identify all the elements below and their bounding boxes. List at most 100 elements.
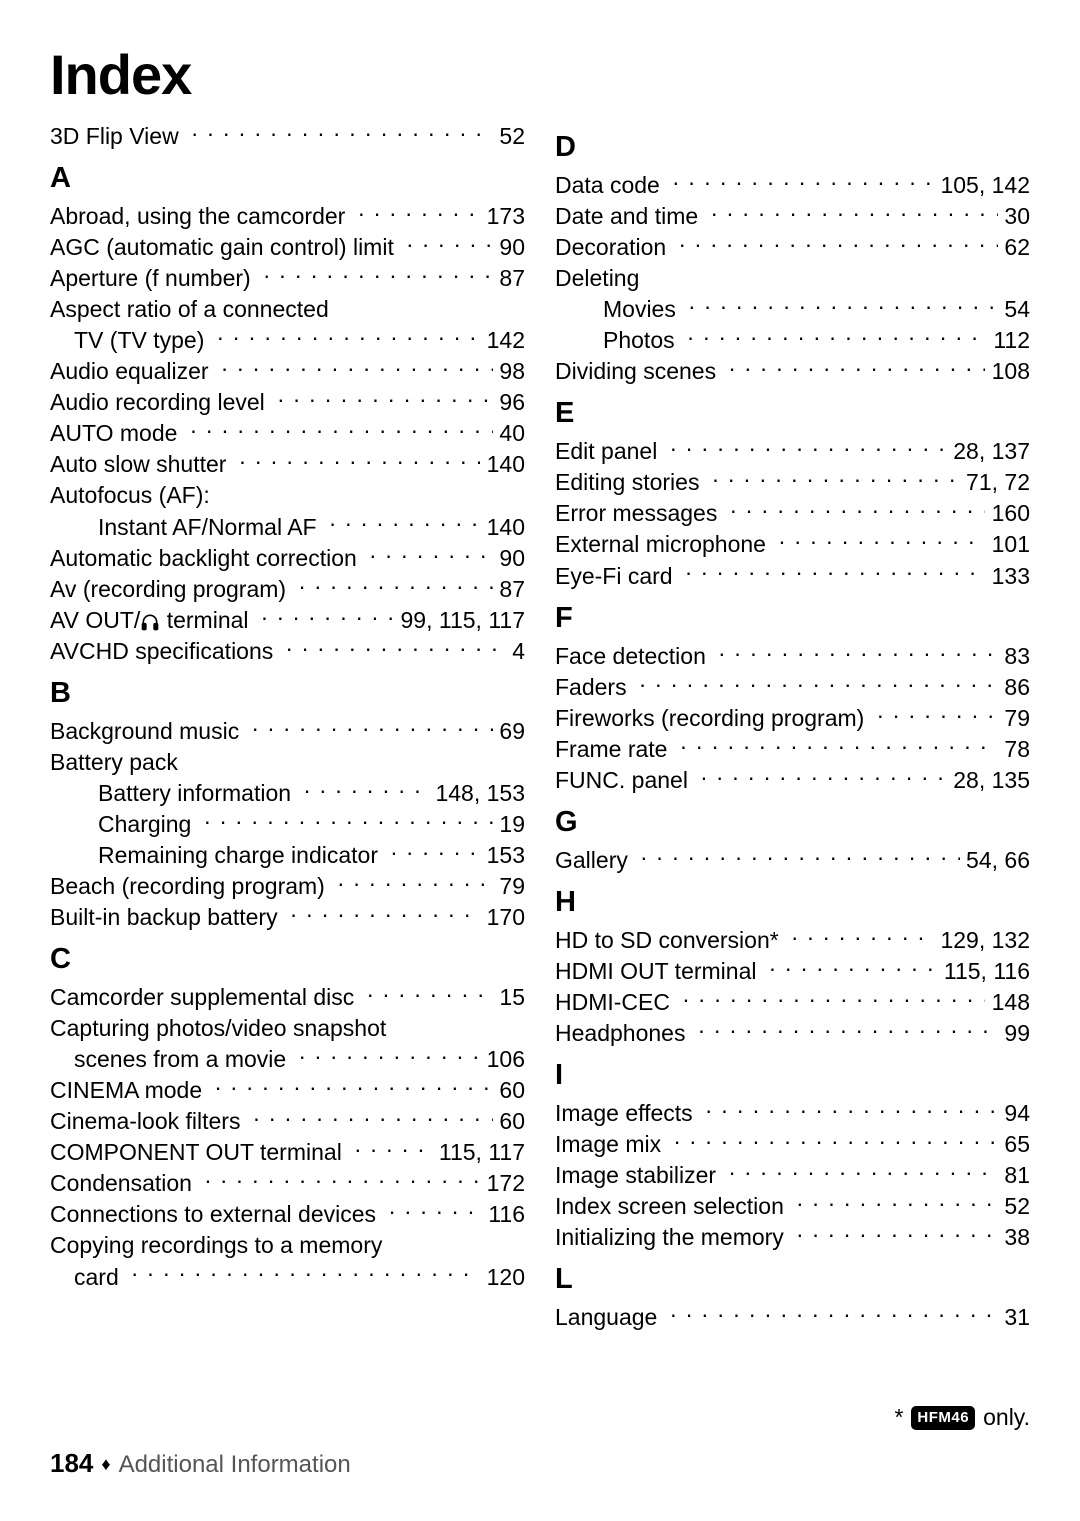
entry-page: 115, 117 bbox=[432, 1137, 525, 1168]
entry-page: 54, 66 bbox=[960, 845, 1030, 876]
index-entry: HD to SD conversion* 129, 132 bbox=[555, 925, 1030, 956]
leader-dots bbox=[304, 778, 429, 801]
index-letter: E bbox=[555, 397, 1030, 430]
leader-dots bbox=[223, 480, 525, 503]
entry-page: 148 bbox=[985, 987, 1030, 1018]
index-entry: Face detection 83 bbox=[555, 641, 1030, 672]
entry-label: Language bbox=[555, 1302, 670, 1333]
entry-label: Edit panel bbox=[555, 436, 670, 467]
entry-label: Aperture (f number) bbox=[50, 263, 263, 294]
leader-dots bbox=[670, 1302, 998, 1325]
entry-page: 71, 72 bbox=[960, 467, 1030, 498]
entry-page: 87 bbox=[493, 263, 525, 294]
entry-label: Dividing scenes bbox=[555, 356, 729, 387]
index-entry: COMPONENT OUT terminal 115, 117 bbox=[50, 1137, 525, 1168]
index-entry: Audio equalizer 98 bbox=[50, 356, 525, 387]
entry-label: Faders bbox=[555, 672, 639, 703]
index-entry: Date and time 30 bbox=[555, 201, 1030, 232]
index-letter: A bbox=[50, 162, 525, 195]
entry-label: Image effects bbox=[555, 1098, 705, 1129]
entry-page: 106 bbox=[480, 1044, 525, 1075]
entry-label: TV (TV type) bbox=[74, 325, 217, 356]
entry-page: 28, 135 bbox=[947, 765, 1030, 796]
entry-page: 79 bbox=[998, 703, 1030, 734]
entry-page: 129, 132 bbox=[934, 925, 1030, 956]
leader-dots bbox=[711, 201, 998, 224]
leader-dots bbox=[698, 1018, 998, 1041]
entry-label: Autofocus (AF): bbox=[50, 480, 223, 511]
leader-dots bbox=[399, 1013, 525, 1036]
index-entry: Battery information 148, 153 bbox=[50, 778, 525, 809]
entry-label: Audio recording level bbox=[50, 387, 278, 418]
entry-page: 52 bbox=[998, 1191, 1030, 1222]
index-entry: Editing stories 71, 72 bbox=[555, 467, 1030, 498]
entry-page: 78 bbox=[998, 734, 1030, 765]
entry-page: 87 bbox=[493, 574, 525, 605]
entry-label: Audio equalizer bbox=[50, 356, 221, 387]
entry-page: 172 bbox=[480, 1168, 525, 1199]
entry-label: Beach (recording program) bbox=[50, 871, 338, 902]
index-entry: Beach (recording program) 79 bbox=[50, 871, 525, 902]
leader-dots bbox=[797, 1191, 998, 1214]
leader-dots bbox=[674, 1129, 998, 1152]
left-column: 3D Flip View 52AAbroad, using the camcor… bbox=[50, 121, 525, 1333]
leader-dots bbox=[132, 1262, 481, 1285]
index-entry: Automatic backlight correction 90 bbox=[50, 543, 525, 574]
index-entry: Edit panel 28, 137 bbox=[555, 436, 1030, 467]
entry-label: Data code bbox=[555, 170, 673, 201]
leader-dots bbox=[877, 703, 998, 726]
index-entry: Eye-Fi card 133 bbox=[555, 561, 1030, 592]
entry-label: Background music bbox=[50, 716, 252, 747]
entry-label: Abroad, using the camcorder bbox=[50, 201, 358, 232]
index-entry: HDMI-CEC 148 bbox=[555, 987, 1030, 1018]
entry-page: 4 bbox=[506, 636, 525, 667]
index-entry: Image effects 94 bbox=[555, 1098, 1030, 1129]
entry-label: Photos bbox=[603, 325, 687, 356]
leader-dots bbox=[673, 170, 934, 193]
index-entry: card 120 bbox=[50, 1262, 525, 1293]
entry-label: Decoration bbox=[555, 232, 679, 263]
index-entry: Cinema-look filters 60 bbox=[50, 1106, 525, 1137]
leader-dots bbox=[719, 641, 998, 664]
right-column: DData code 105, 142Date and time 30Decor… bbox=[555, 121, 1030, 1333]
diamond-icon: ♦ bbox=[101, 1454, 110, 1475]
leader-dots bbox=[263, 263, 493, 286]
leader-dots bbox=[290, 902, 480, 925]
entry-page: 83 bbox=[998, 641, 1030, 672]
entry-page: 79 bbox=[493, 871, 525, 902]
page-footer: 184 ♦ Additional Information bbox=[50, 1448, 351, 1479]
index-entry: TV (TV type) 142 bbox=[50, 325, 525, 356]
entry-label: CINEMA mode bbox=[50, 1075, 215, 1106]
entry-page: 153 bbox=[480, 840, 525, 871]
leader-dots bbox=[712, 467, 959, 490]
index-entry: Condensation 172 bbox=[50, 1168, 525, 1199]
entry-page: 99, 115, 117 bbox=[394, 605, 525, 636]
entry-page: 62 bbox=[998, 232, 1030, 263]
entry-label: HDMI OUT terminal bbox=[555, 956, 769, 987]
page-title: Index bbox=[50, 42, 1030, 107]
index-entry: AV OUT/ terminal 99, 115, 117 bbox=[50, 605, 525, 636]
entry-label: Remaining charge indicator bbox=[98, 840, 391, 871]
footnote: * HFM46 only. bbox=[894, 1404, 1030, 1431]
leader-dots bbox=[641, 845, 960, 868]
index-entry: Charging 19 bbox=[50, 809, 525, 840]
leader-dots bbox=[652, 263, 1030, 286]
index-entry: Background music 69 bbox=[50, 716, 525, 747]
entry-label: card bbox=[74, 1262, 132, 1293]
entry-label: Copying recordings to a memory bbox=[50, 1230, 395, 1261]
entry-label: Movies bbox=[603, 294, 689, 325]
entry-label: Eye-Fi card bbox=[555, 561, 685, 592]
leader-dots bbox=[680, 734, 998, 757]
entry-page: 60 bbox=[493, 1106, 525, 1137]
index-letter: G bbox=[555, 806, 1030, 839]
index-entry: Language 31 bbox=[555, 1302, 1030, 1333]
entry-label: Face detection bbox=[555, 641, 719, 672]
index-entry: Decoration 62 bbox=[555, 232, 1030, 263]
page-number: 184 bbox=[50, 1448, 93, 1479]
entry-label: Cinema-look filters bbox=[50, 1106, 253, 1137]
entry-label: Deleting bbox=[555, 263, 652, 294]
entry-page: 140 bbox=[480, 512, 525, 543]
leader-dots bbox=[797, 1222, 998, 1245]
entry-page: 81 bbox=[998, 1160, 1030, 1191]
index-entry: Image stabilizer 81 bbox=[555, 1160, 1030, 1191]
